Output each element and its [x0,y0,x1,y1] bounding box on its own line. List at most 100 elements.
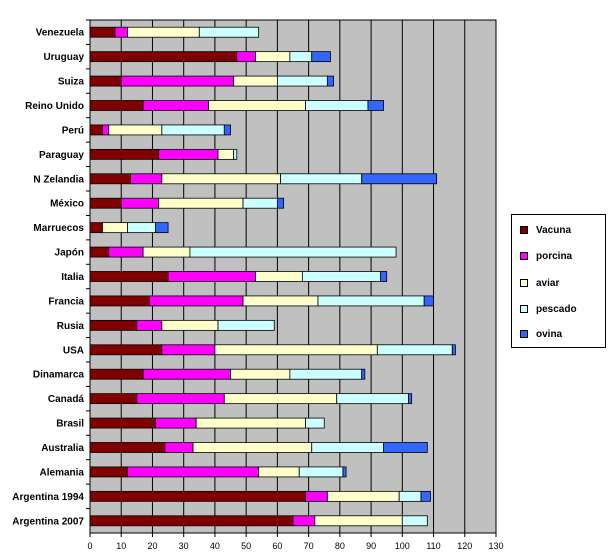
bar-canada-porcina [136,393,225,405]
bar-uruguay-porcina [236,51,256,63]
category-label-venezuela: Venezuela [36,28,85,39]
bar-reino-unido-ovina [367,100,384,111]
bar-francia-ovina [423,295,434,307]
category-label-peru: Perú [62,125,84,136]
x-tick-label: 110 [426,541,440,551]
category-label-brasil: Brasil [56,419,84,430]
bar-usa-pescado [376,344,453,356]
bar-venezuela-pescado [198,26,260,38]
legend: Vacuna porcina aviar pescado ovina [511,214,606,348]
x-tick-label: 0 [87,541,92,551]
bar-argentina-2007-porcina [292,515,316,527]
bar-argentina-1994-aviar [326,490,400,502]
bar-marruecos-vacuna [89,222,103,234]
category-label-rusia: Rusia [57,321,85,332]
x-tick-label: 40 [210,541,220,551]
legend-label-aviar: aviar [536,277,560,289]
legend-item-porcina: porcina [520,250,572,262]
bar-peru-vacuna [89,124,103,136]
bar-canada-ovina [408,393,413,405]
bar-alemania-aviar [258,466,300,478]
bar-usa-porcina [161,344,216,356]
bar-n-zelandia-vacuna [89,173,131,185]
legend-swatch-porcina [520,252,528,260]
category-label-francia: Francia [48,296,84,307]
bar-japon-porcina [108,246,144,258]
bar-mexico-porcina [120,197,160,209]
category-label-reino-unido: Reino Unido [25,101,84,112]
x-tick-label: 60 [272,541,282,551]
category-label-argentina-2007: Argentina 2007 [12,516,84,527]
bar-italia-pescado [301,271,381,282]
legend-swatch-ovina [520,330,528,338]
bar-uruguay-aviar [255,51,291,63]
legend-label-vacuna: Vacuna [536,224,572,236]
bar-reino-unido-vacuna [89,100,144,111]
x-tick-label: 90 [366,541,376,551]
bar-argentina-1994-ovina [420,490,431,502]
bar-francia-vacuna [89,295,150,307]
bar-n-zelandia-porcina [130,173,163,185]
category-labels: Venezuela Uruguay Suiza Reino Unido Perú Para… [12,28,84,528]
bar-brasil-vacuna [89,417,156,429]
bar-marruecos-ovina [155,222,169,234]
bar-usa-aviar [214,344,378,356]
bars-group [89,26,456,527]
category-label-marruecos: Marruecos [33,223,84,234]
bar-alemania-pescado [298,466,344,478]
bar-argentina-2007-vacuna [89,515,294,527]
bar-peru-porcina [102,124,110,136]
legend-item-aviar: aviar [520,277,559,289]
bar-rusia-aviar [161,319,219,331]
category-label-canada: Canadá [48,394,85,405]
bar-australia-ovina [383,442,428,453]
bar-venezuela-vacuna [89,26,116,38]
legend-swatch-aviar [520,279,528,287]
bar-argentina-1994-porcina [305,490,328,502]
bar-italia-ovina [380,271,388,282]
category-label-argentina-1994: Argentina 1994 [12,492,84,503]
x-tick-label: 50 [241,541,251,551]
legend-label-porcina: porcina [536,250,573,262]
legend-item-ovina: ovina [520,328,562,340]
x-tick-label: 130 [488,541,503,551]
bar-alemania-ovina [342,466,347,478]
bar-dinamarca-porcina [142,368,231,380]
bar-reino-unido-porcina [142,100,210,111]
bar-dinamarca-vacuna [89,368,144,380]
legend-label-pescado: pescado [536,303,577,315]
bar-suiza-pescado [276,75,328,87]
x-tick-label: 10 [116,541,126,551]
bar-n-zelandia-ovina [361,173,438,185]
bar-marruecos-aviar [102,222,128,234]
bar-japon-aviar [142,246,191,258]
category-label-italia: Italia [61,272,84,283]
bar-brasil-pescado [305,417,325,429]
bar-reino-unido-pescado [305,100,369,111]
legend-swatch-pescado [520,305,528,313]
category-label-japon: Japón [55,248,84,259]
bar-canada-pescado [336,393,409,405]
category-label-dinamarca: Dinamarca [33,370,85,381]
legend-swatch-vacuna [520,226,528,234]
bar-brasil-porcina [155,417,197,429]
bar-australia-pescado [311,442,384,453]
bar-uruguay-pescado [289,51,313,63]
bar-argentina-2007-pescado [401,515,428,527]
bar-argentina-1994-vacuna [89,490,306,502]
category-label-uruguay: Uruguay [43,52,84,63]
bar-reino-unido-aviar [208,100,306,111]
bar-argentina-1994-pescado [398,490,422,502]
bar-mexico-aviar [158,197,244,209]
bar-canada-vacuna [89,393,138,405]
legend-label-ovina: ovina [536,328,563,340]
bar-suiza-vacuna [89,75,122,87]
bar-paraguay-vacuna [89,148,160,160]
bar-argentina-2007-aviar [314,515,403,527]
legend-item-pescado: pescado [520,303,577,315]
bar-rusia-pescado [217,319,275,331]
bar-marruecos-pescado [127,222,156,234]
bar-n-zelandia-aviar [161,173,281,185]
bar-dinamarca-pescado [289,368,363,380]
